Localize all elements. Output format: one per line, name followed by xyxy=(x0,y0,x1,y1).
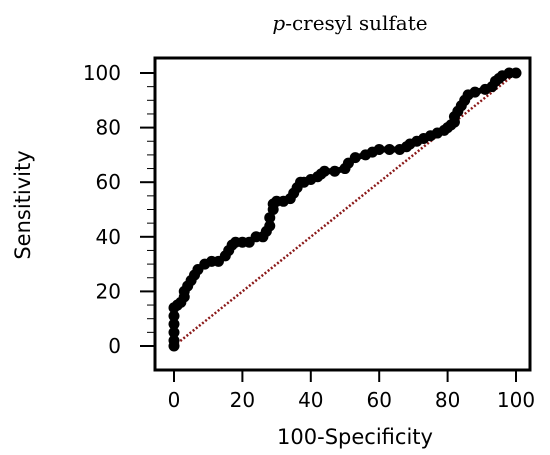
y-tick-labels: 0 20 40 60 80 100 xyxy=(83,61,121,358)
roc-point xyxy=(318,165,330,177)
roc-point xyxy=(329,165,341,177)
y-major-ticks xyxy=(140,72,155,347)
x-major-ticks xyxy=(173,370,517,382)
roc-point xyxy=(373,143,385,155)
y-tick-label: 60 xyxy=(96,170,121,194)
roc-point xyxy=(168,318,180,330)
y-tick-label: 100 xyxy=(83,61,121,85)
roc-point xyxy=(168,335,180,347)
x-tick-label: 0 xyxy=(168,388,181,412)
roc-point xyxy=(168,326,180,338)
y-minor-ticks xyxy=(147,86,155,333)
roc-point xyxy=(469,86,481,98)
x-tick-label: 20 xyxy=(230,388,255,412)
chart-title: p-cresyl sulfate xyxy=(272,11,427,35)
roc-point xyxy=(383,143,395,155)
y-tick-label: 20 xyxy=(96,279,121,303)
roc-point xyxy=(349,152,361,164)
plot-frame xyxy=(153,56,532,372)
y-tick-label: 0 xyxy=(108,334,121,358)
roc-curve-markers xyxy=(168,67,522,352)
x-axis-label: 100-Specificity xyxy=(277,425,433,449)
y-tick-label: 40 xyxy=(96,225,121,249)
x-tick-label: 40 xyxy=(298,388,323,412)
roc-point xyxy=(168,310,180,322)
y-tick-label: 80 xyxy=(96,116,121,140)
x-tick-label: 100 xyxy=(497,388,535,412)
reference-diagonal-line xyxy=(173,72,517,347)
y-axis-label: Sensitivity xyxy=(11,150,35,259)
roc-point xyxy=(510,67,522,79)
x-tick-labels: 0 20 40 60 80 100 xyxy=(168,388,535,412)
x-tick-label: 80 xyxy=(435,388,460,412)
x-tick-label: 60 xyxy=(366,388,391,412)
roc-point xyxy=(264,220,276,232)
